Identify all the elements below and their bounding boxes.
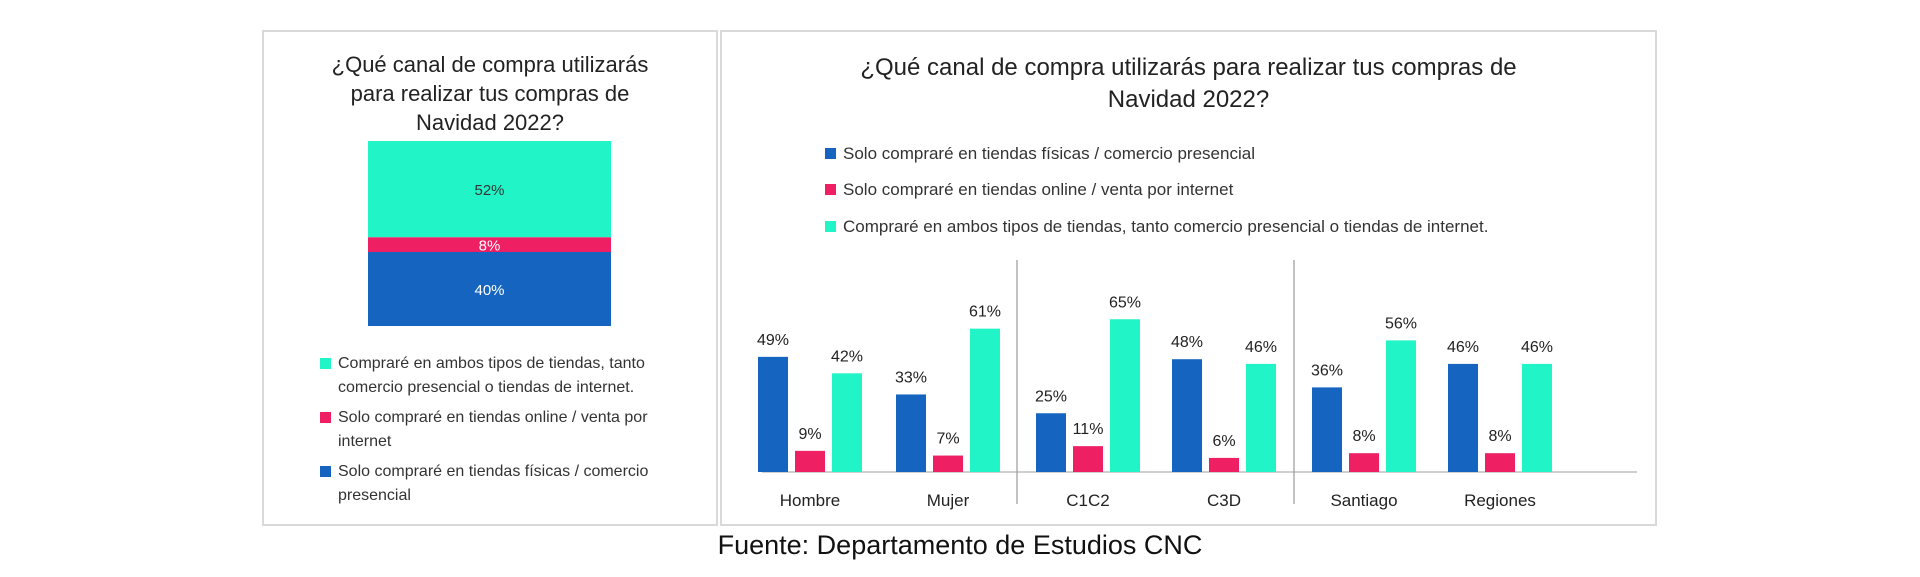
bar-c1c2-fisica [1036, 413, 1066, 472]
legend-swatch [320, 412, 331, 423]
data-label-c3d-ambos: 46% [1245, 339, 1277, 356]
stacked-bar-chart: 40% 8% 52% [368, 141, 611, 326]
legend-label: Compraré en ambos tipos de tiendas, tant… [338, 355, 645, 396]
bar-regiones-online [1485, 453, 1515, 472]
bar-santiago-ambos [1386, 340, 1416, 472]
legend-label: Solo compraré en tiendas online / venta … [338, 409, 648, 450]
right-chart-title: ¿Qué canal de compra utilizarás para rea… [722, 52, 1655, 116]
legend-label: Compraré en ambos tipos de tiendas, tant… [843, 217, 1489, 236]
grouped-bar-chart: 49% 9% 42% Hombre 33% 7% 61% Mujer 25% 11% 65% C1C2… [757, 260, 1637, 510]
bar-santiago-fisica [1312, 387, 1342, 472]
left-chart-title: ¿Qué canal de compra utilizarás para rea… [264, 50, 716, 137]
bar-hombre-fisica [758, 356, 788, 472]
legend-swatch [320, 466, 331, 477]
data-label-santiago-online: 8% [1352, 428, 1375, 445]
bar-regiones-fisica [1448, 363, 1478, 472]
category-label-c1c2: C1C2 [1066, 491, 1109, 510]
category-label-santiago: Santiago [1330, 491, 1397, 510]
right-title-line: ¿Qué canal de compra utilizarás para rea… [860, 54, 1517, 81]
legend-swatch [320, 358, 331, 369]
left-title-line: ¿Qué canal de compra utilizarás [331, 52, 649, 77]
legend-label: Solo compraré en tiendas online / venta … [843, 180, 1234, 199]
legend-swatch [825, 148, 836, 159]
data-label-mujer-online: 7% [936, 431, 959, 448]
data-label-hombre-ambos: 42% [831, 348, 863, 365]
data-label-santiago-ambos: 56% [1385, 315, 1417, 332]
right-chart-panel: ¿Qué canal de compra utilizarás para rea… [720, 30, 1657, 526]
source-caption: Fuente: Departamento de Estudios CNC [717, 530, 1203, 560]
legend-label: Solo compraré en tiendas físicas / comer… [843, 144, 1255, 163]
data-label-hombre-online: 9% [798, 426, 821, 443]
data-label-mujer-ambos: 61% [969, 304, 1001, 321]
category-label-mujer: Mujer [927, 491, 970, 510]
legend-swatch [825, 221, 836, 232]
data-label-santiago-fisica: 36% [1311, 362, 1343, 379]
bar-mujer-fisica [896, 394, 926, 472]
bar-c1c2-ambos [1110, 319, 1140, 472]
bar-c3d-online [1209, 457, 1239, 472]
right-legend-item-fisica: Solo compraré en tiendas físicas / comer… [825, 142, 1625, 166]
data-label-regiones-fisica: 46% [1447, 339, 1479, 356]
data-label-c1c2-ambos: 65% [1109, 294, 1141, 311]
data-label-c1c2-fisica: 25% [1035, 388, 1067, 405]
right-legend-item-online: Solo compraré en tiendas online / venta … [825, 178, 1625, 202]
stack-segment-online [368, 237, 611, 252]
stack-label-fisica: 40% [474, 282, 504, 299]
data-label-regiones-ambos: 46% [1521, 339, 1553, 356]
bar-mujer-ambos [970, 328, 1000, 472]
bar-regiones-ambos [1522, 363, 1552, 472]
legend-label: Solo compraré en tiendas físicas / comer… [338, 463, 649, 504]
bar-c3d-fisica [1172, 359, 1202, 472]
data-label-mujer-fisica: 33% [895, 369, 927, 386]
data-label-hombre-fisica: 49% [757, 332, 789, 349]
bar-hombre-online [795, 450, 825, 472]
left-legend-item-online: Solo compraré en tiendas online / venta … [320, 406, 680, 454]
bar-hombre-ambos [832, 373, 862, 472]
left-title-line: Navidad 2022? [415, 110, 564, 135]
category-label-regiones: Regiones [1464, 491, 1536, 510]
bar-c1c2-online [1073, 446, 1103, 472]
stack-label-ambos: 52% [474, 182, 504, 199]
category-label-hombre: Hombre [780, 491, 840, 510]
data-label-c3d-fisica: 48% [1171, 334, 1203, 351]
left-chart-panel: ¿Qué canal de compra utilizarás para rea… [262, 30, 718, 526]
right-legend-item-ambos: Compraré en ambos tipos de tiendas, tant… [825, 215, 1625, 239]
left-title-line: para realizar tus compras de [350, 81, 630, 106]
left-legend-item-fisica: Solo compraré en tiendas físicas / comer… [320, 460, 680, 508]
right-title-line: Navidad 2022? [1107, 86, 1270, 113]
left-legend-item-ambos: Compraré en ambos tipos de tiendas, tant… [320, 352, 680, 400]
stack-label-online: 8% [479, 238, 501, 255]
data-label-c1c2-online: 11% [1073, 421, 1104, 438]
bar-santiago-online [1349, 453, 1379, 472]
stack-segment-fisica [368, 252, 611, 326]
stack-segment-ambos [368, 141, 611, 238]
bar-mujer-online [933, 455, 963, 472]
data-label-regiones-online: 8% [1488, 428, 1511, 445]
category-label-c3d: C3D [1207, 491, 1241, 510]
data-label-c3d-online: 6% [1212, 433, 1235, 450]
legend-swatch [825, 184, 836, 195]
bar-c3d-ambos [1246, 363, 1276, 472]
